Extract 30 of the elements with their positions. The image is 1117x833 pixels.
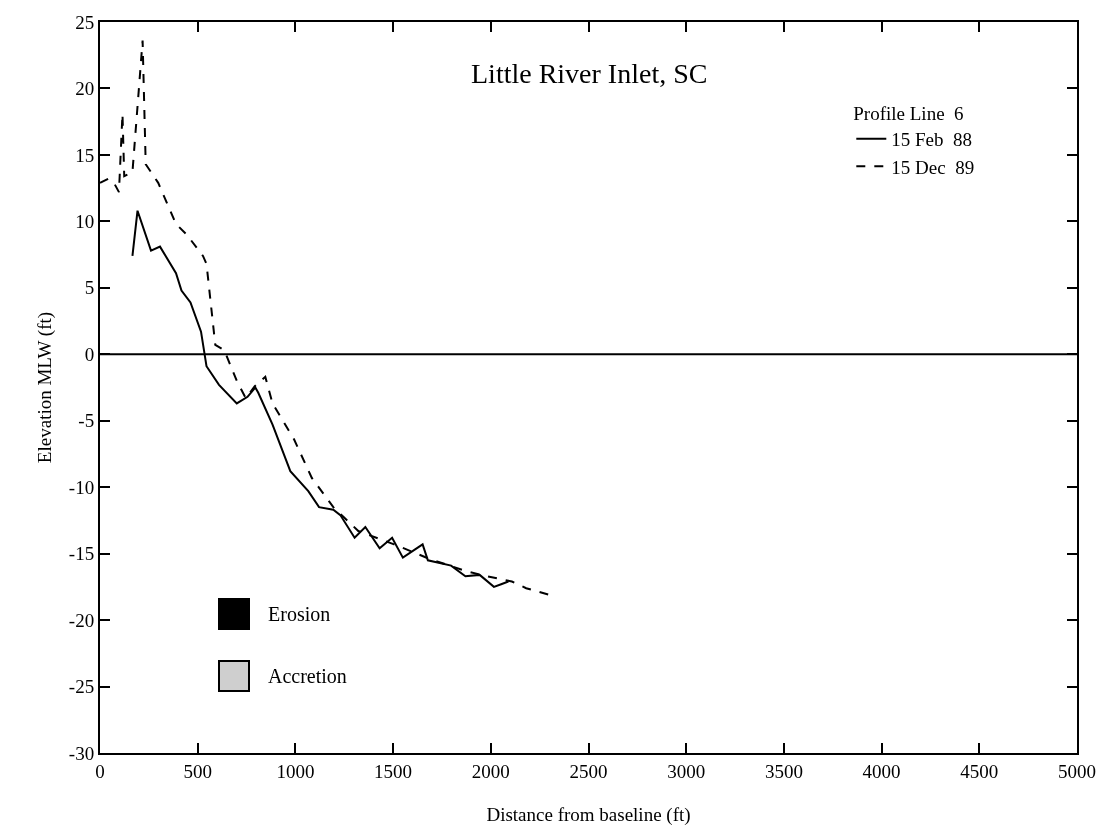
x-tick-label: 4000 [862, 760, 901, 782]
y-tick-label: 0 [84, 343, 95, 365]
y-tick-label: 15 [75, 144, 95, 166]
y-tick-label: -10 [68, 476, 95, 498]
y-tick-label: -15 [68, 543, 95, 565]
x-tick-label: 2500 [569, 760, 608, 782]
x-tick-label: 1000 [276, 760, 315, 782]
x-tick-label: 5000 [1058, 760, 1096, 782]
y-tick-label: -25 [68, 676, 95, 698]
y-tick-label: 5 [84, 277, 95, 299]
legend-title: Profile Line 6 [853, 102, 964, 124]
y-tick-label: -20 [68, 609, 95, 631]
x-tick-label: 2000 [471, 760, 510, 782]
x-axis-title: Distance from baseline (ft) [486, 804, 691, 826]
legend-label: 15 Feb 88 [891, 129, 973, 151]
x-tick-label: 4500 [960, 760, 999, 782]
text: Little River Inlet, SC [471, 58, 708, 89]
x-tick-label: 3500 [764, 760, 803, 782]
x-tick-label: 500 [183, 760, 212, 782]
y-tick-label: -30 [68, 742, 95, 764]
y-tick-label: 20 [75, 78, 95, 100]
y-tick-label: 25 [75, 11, 95, 33]
y-tick-label: 10 [75, 211, 95, 233]
annotation: Accretion [268, 664, 347, 688]
annotation: Erosion [268, 602, 331, 626]
y-axis-title: Elevation MLW (ft) [34, 311, 56, 464]
y-tick-label: -5 [78, 410, 95, 432]
legend-label: 15 Dec 89 [891, 156, 975, 178]
x-tick-label: 1500 [374, 760, 413, 782]
x-tick-label: 3000 [667, 760, 706, 782]
